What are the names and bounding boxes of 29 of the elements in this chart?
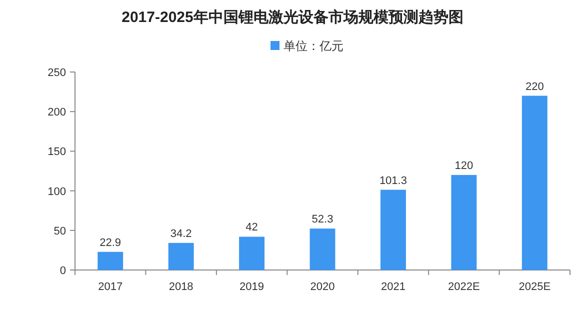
- data-label: 101.3: [379, 174, 407, 187]
- data-label: 220: [525, 80, 544, 93]
- data-label: 52.3: [312, 214, 334, 226]
- bar: [239, 236, 265, 270]
- chart-title: 2017-2025年中国锂电激光设备市场规模预测趋势图: [122, 8, 464, 26]
- bar: [522, 96, 548, 270]
- y-tick-label: 250: [48, 67, 66, 79]
- y-tick-label: 150: [48, 146, 66, 158]
- x-tick-label: 2019: [240, 281, 264, 293]
- x-tick-label: 2022E: [448, 281, 480, 293]
- bar: [380, 190, 406, 270]
- bar: [451, 174, 477, 270]
- data-label: 34.2: [170, 228, 192, 240]
- data-label: 120: [454, 160, 474, 172]
- bar: [98, 252, 124, 270]
- x-tick-label: 2020: [310, 281, 335, 293]
- bar: [168, 242, 194, 270]
- legend-label: 单位：亿元: [284, 39, 344, 53]
- y-tick-label: 100: [48, 186, 66, 198]
- data-label: 42: [246, 222, 258, 234]
- y-tick-label: 0: [60, 265, 66, 277]
- bar: [310, 228, 336, 270]
- x-tick-label: 2025E: [518, 281, 551, 293]
- y-tick-label: 50: [54, 225, 66, 238]
- x-tick-label: 2017: [98, 281, 123, 293]
- data-label: 22.9: [100, 236, 122, 249]
- y-tick-label: 200: [48, 106, 66, 119]
- x-tick-label: 2018: [168, 281, 194, 293]
- x-tick-label: 2021: [380, 281, 406, 293]
